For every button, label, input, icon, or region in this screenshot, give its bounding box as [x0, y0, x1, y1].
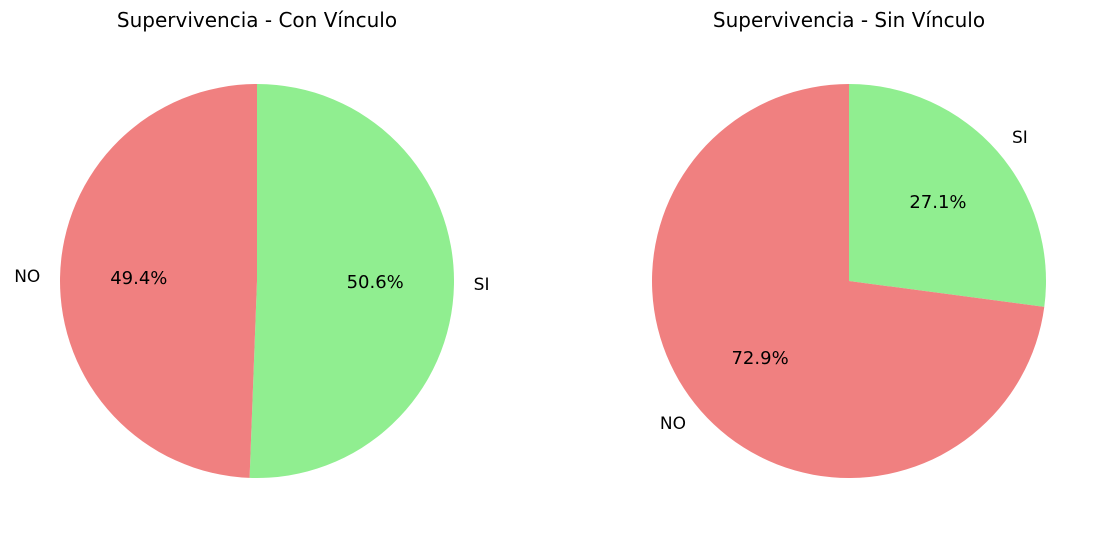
chart-title: Supervivencia - Con Vínculo: [117, 8, 397, 32]
slice-percent-label: 72.9%: [731, 348, 788, 369]
pie-slice-no: [60, 84, 258, 478]
pie-labels: SI 27.1% NO 72.9%: [660, 128, 1028, 434]
pie-labels: SI 50.6% NO 49.4%: [14, 267, 489, 295]
pie-slice-si: [849, 84, 1047, 307]
pie-chart-con-vinculo: Supervivencia - Con Vínculo SI 50.6% NO 49.…: [14, 8, 489, 478]
pie-slice-no: [652, 84, 1045, 478]
chart-title: Supervivencia - Sin Vínculo: [713, 8, 985, 32]
slice-label: NO: [660, 414, 686, 434]
pie-slices: [60, 84, 455, 478]
slice-label: SI: [474, 275, 490, 295]
pie-chart-sin-vinculo: Supervivencia - Sin Vínculo SI 27.1% NO 72.…: [652, 8, 1047, 478]
slice-label: SI: [1012, 128, 1028, 148]
slice-label: NO: [14, 267, 40, 287]
slice-percent-label: 27.1%: [909, 192, 966, 213]
slice-percent-label: 50.6%: [347, 272, 404, 293]
pie-slice-si: [249, 84, 455, 478]
slice-percent-label: 49.4%: [110, 268, 167, 289]
pie-slices: [652, 84, 1047, 478]
